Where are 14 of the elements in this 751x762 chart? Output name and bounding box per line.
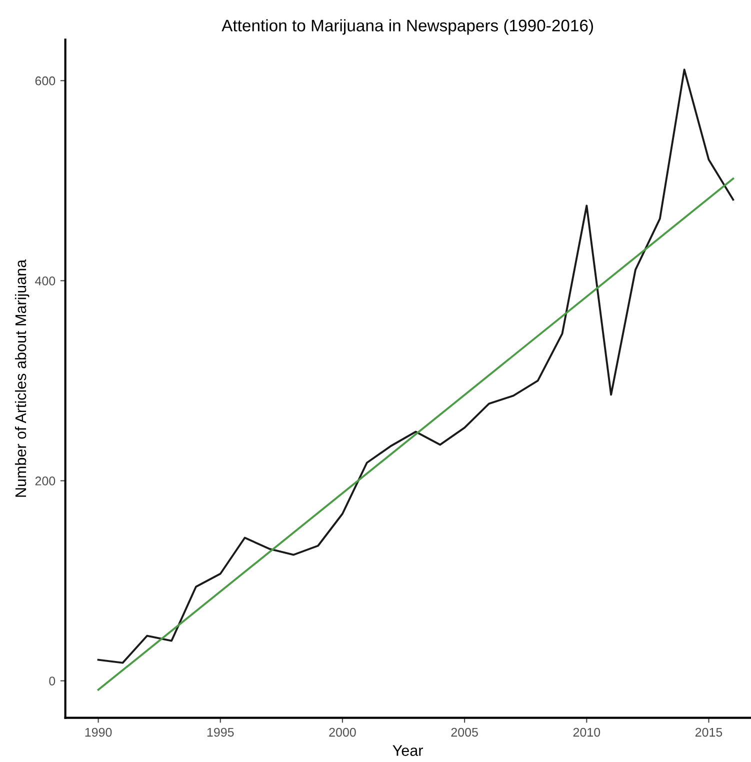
x-tick-label: 2010 xyxy=(573,728,600,737)
y-tick-label: 200 xyxy=(35,476,56,486)
y-tick-label: 600 xyxy=(35,76,56,86)
x-tick-label: 2015 xyxy=(695,728,722,737)
x-tick-label: 1990 xyxy=(85,728,112,737)
x-tick-label: 1995 xyxy=(207,728,234,737)
x-axis-title: Year xyxy=(392,745,423,756)
y-tick-label: 0 xyxy=(49,676,56,686)
y-axis-title: Number of Articles about Marijuana xyxy=(14,259,30,497)
x-tick-label: 2005 xyxy=(451,728,478,737)
line-series xyxy=(97,68,734,664)
x-tick-label: 2000 xyxy=(329,728,356,737)
chart-title: Attention to Marijuana in Newspapers (1990-2016) xyxy=(222,19,593,35)
y-tick-label: 400 xyxy=(35,276,56,286)
